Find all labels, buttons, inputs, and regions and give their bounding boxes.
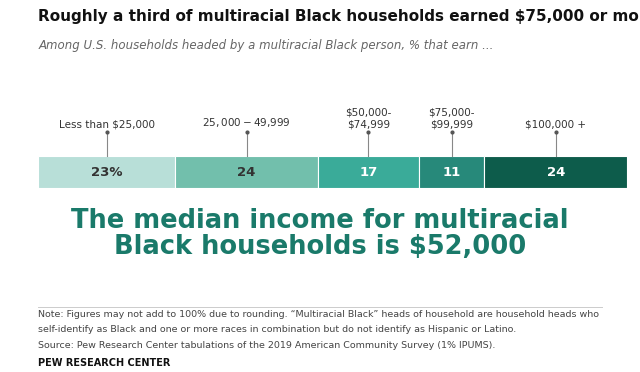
Text: PEW RESEARCH CENTER: PEW RESEARCH CENTER (38, 358, 171, 368)
Text: 11: 11 (443, 166, 461, 179)
Bar (38, 156, 175, 188)
Text: The median income for multiracial: The median income for multiracial (71, 208, 569, 234)
Bar (484, 156, 627, 188)
Text: $50,000-
$74,999: $50,000- $74,999 (346, 108, 392, 129)
Text: 23%: 23% (91, 166, 122, 179)
Text: $25,000-$49,999: $25,000-$49,999 (202, 116, 291, 129)
Text: Roughly a third of multiracial Black households earned $75,000 or more in 2019: Roughly a third of multiracial Black hou… (38, 9, 640, 24)
Text: Less than $25,000: Less than $25,000 (59, 119, 155, 129)
Bar (175, 156, 318, 188)
Text: Source: Pew Research Center tabulations of the 2019 American Community Survey (1: Source: Pew Research Center tabulations … (38, 341, 496, 350)
Text: 17: 17 (359, 166, 378, 179)
Text: $100,000 +: $100,000 + (525, 119, 586, 129)
Text: self-identify as Black and one or more races in combination but do not identify : self-identify as Black and one or more r… (38, 325, 516, 334)
Bar (318, 156, 419, 188)
Text: Note: Figures may not add to 100% due to rounding. “Multiracial Black” heads of : Note: Figures may not add to 100% due to… (38, 310, 600, 318)
Bar (419, 156, 484, 188)
Text: 24: 24 (237, 166, 256, 179)
Text: $75,000-
$99,999: $75,000- $99,999 (429, 108, 475, 129)
Text: 24: 24 (547, 166, 565, 179)
Text: Among U.S. households headed by a multiracial Black person, % that earn ...: Among U.S. households headed by a multir… (38, 39, 494, 52)
Text: Black households is $52,000: Black households is $52,000 (114, 234, 526, 260)
